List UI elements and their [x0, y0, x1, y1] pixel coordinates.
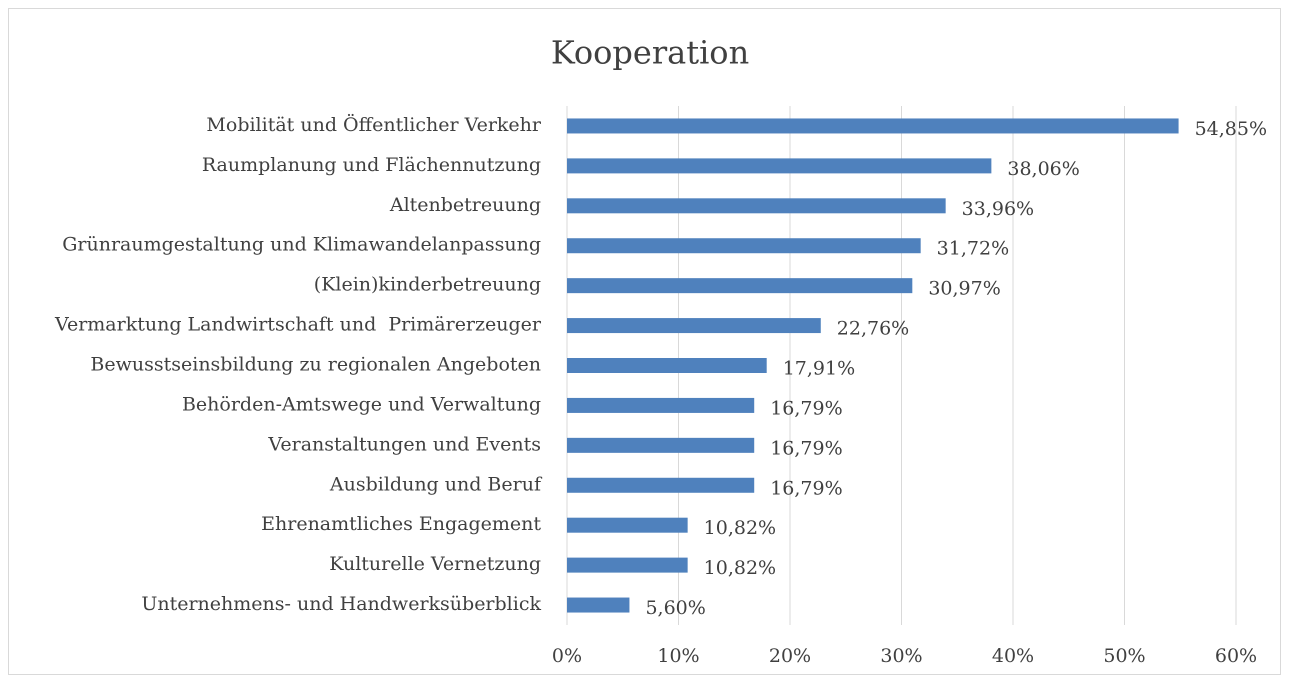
x-tick-label: 0%	[552, 645, 582, 667]
bar	[567, 597, 630, 613]
data-label: 10,82%	[704, 557, 776, 579]
y-tick-label: Altenbetreuung	[389, 194, 541, 216]
data-label: 33,96%	[962, 198, 1034, 220]
bar	[567, 278, 913, 294]
data-label: 31,72%	[937, 238, 1009, 260]
y-tick-label: Ehrenamtliches Engagement	[261, 513, 541, 535]
data-label: 16,79%	[770, 397, 842, 419]
y-tick-label: Kulturelle Vernetzung	[329, 553, 541, 575]
data-label: 17,91%	[783, 358, 855, 380]
data-label: 16,79%	[770, 477, 842, 499]
bar	[567, 238, 921, 254]
bar	[567, 517, 688, 533]
x-tick-label: 40%	[992, 645, 1034, 667]
y-tick-label: Mobilität und Öffentlicher Verkehr	[206, 113, 541, 136]
bar	[567, 358, 767, 373]
y-tick-label: Unternehmens- und Handwerksüberblick	[141, 593, 541, 615]
bar	[567, 318, 821, 334]
bar	[567, 198, 946, 214]
chart-title: Kooperation	[551, 34, 749, 72]
x-tick-label: 10%	[657, 645, 699, 667]
y-tick-label: Raumplanung und Flächennutzung	[202, 154, 541, 176]
bar	[567, 158, 992, 174]
x-tick-label: 20%	[769, 645, 811, 667]
data-label: 5,60%	[645, 597, 705, 619]
y-tick-label: Grünraumgestaltung und Klimawandelanpass…	[62, 234, 541, 256]
data-label: 54,85%	[1195, 118, 1267, 140]
data-label: 22,76%	[837, 318, 909, 340]
data-label: 30,97%	[928, 278, 1000, 300]
data-label: 16,79%	[770, 437, 842, 459]
bar	[567, 437, 755, 453]
y-tick-label: Bewusstseinsbildung zu regionalen Angebo…	[90, 354, 541, 376]
x-tick-label: 50%	[1103, 645, 1145, 667]
y-tick-label: Ausbildung und Beruf	[329, 473, 543, 495]
y-tick-label: Behörden-Amtswege und Verwaltung	[182, 393, 541, 415]
x-tick-label: 30%	[880, 645, 922, 667]
data-label: 10,82%	[704, 517, 776, 539]
bar	[567, 397, 755, 413]
bar	[567, 557, 688, 573]
data-label: 38,06%	[1007, 158, 1079, 180]
bar	[567, 477, 755, 493]
chart-frame	[8, 8, 1281, 675]
x-tick-label: 60%	[1215, 645, 1257, 667]
y-tick-label: Veranstaltungen und Events	[267, 433, 541, 455]
y-tick-label: (Klein)kinderbetreuung	[314, 274, 541, 296]
bar	[567, 118, 1179, 134]
y-tick-label: Vermarktung Landwirtschaft und Primärerz…	[54, 314, 542, 336]
